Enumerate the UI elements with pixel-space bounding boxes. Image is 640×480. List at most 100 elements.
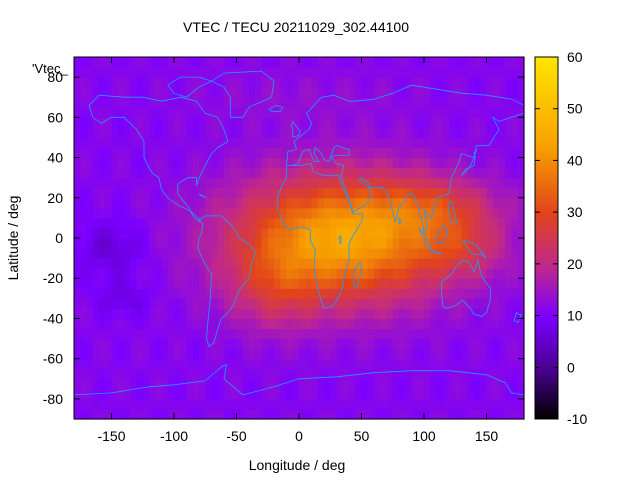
heatmap-cell xyxy=(430,157,438,169)
heatmap-cell xyxy=(74,87,81,98)
heatmap-cell xyxy=(505,398,513,410)
heatmap-cell xyxy=(124,197,131,209)
heatmap-cell xyxy=(174,308,181,320)
heatmap-cell xyxy=(361,248,369,259)
x-axis-label: Longitude / deg xyxy=(249,457,346,473)
heatmap-cell xyxy=(317,288,325,299)
heatmap-cell xyxy=(299,408,306,420)
heatmap-cell xyxy=(230,207,238,219)
heatmap-cell xyxy=(411,67,419,78)
heatmap-cell xyxy=(155,197,163,209)
heatmap-cell xyxy=(205,57,213,68)
heatmap-cell xyxy=(461,328,469,340)
heatmap-cell xyxy=(424,258,431,269)
heatmap-cell xyxy=(149,227,156,239)
heatmap-cell xyxy=(417,238,425,249)
heatmap-cell xyxy=(449,388,456,400)
heatmap-cell xyxy=(224,127,231,139)
heatmap-cell xyxy=(349,368,356,380)
heatmap-cell xyxy=(374,187,381,199)
heatmap-cell xyxy=(211,278,219,289)
heatmap-cell xyxy=(174,117,181,128)
heatmap-cell xyxy=(386,57,394,68)
heatmap-cell xyxy=(274,167,281,179)
heatmap-cell xyxy=(242,87,250,98)
heatmap-cell xyxy=(74,157,81,169)
heatmap-cell xyxy=(167,117,175,128)
heatmap-cell xyxy=(105,388,113,400)
heatmap-cell xyxy=(430,338,438,350)
heatmap-cell xyxy=(205,187,213,199)
heatmap-cell xyxy=(280,388,288,400)
heatmap-cell xyxy=(442,67,450,78)
heatmap-cell xyxy=(386,338,394,350)
heatmap-cell xyxy=(417,137,425,149)
heatmap-cell xyxy=(305,187,313,199)
heatmap-cell xyxy=(236,217,244,229)
heatmap-cell xyxy=(355,298,363,309)
heatmap-cell xyxy=(311,408,319,420)
heatmap-cell xyxy=(199,57,206,68)
heatmap-cell xyxy=(205,97,213,108)
heatmap-cell xyxy=(180,348,188,360)
heatmap-cell xyxy=(374,227,381,239)
heatmap-cell xyxy=(467,57,475,68)
heatmap-cell xyxy=(355,338,363,350)
heatmap-cell xyxy=(499,238,506,249)
heatmap-cell xyxy=(436,97,444,108)
heatmap-cell xyxy=(211,238,219,249)
heatmap-cell xyxy=(149,258,156,269)
heatmap-cell xyxy=(217,388,225,400)
heatmap-cell xyxy=(261,308,269,320)
heatmap-cell xyxy=(467,408,475,420)
heatmap-cell xyxy=(105,197,113,209)
heatmap-cell xyxy=(80,308,88,320)
heatmap-cell xyxy=(399,87,406,98)
heatmap-cell xyxy=(386,398,394,410)
heatmap-cell xyxy=(192,157,200,169)
heatmap-cell xyxy=(80,328,88,340)
heatmap-cell xyxy=(192,368,200,380)
heatmap-cell xyxy=(155,378,163,390)
heatmap-cell xyxy=(180,57,188,68)
heatmap-cell xyxy=(192,97,200,108)
heatmap-cell xyxy=(80,187,88,199)
heatmap-cell xyxy=(486,278,494,289)
heatmap-cell xyxy=(249,127,256,139)
heatmap-cell xyxy=(174,288,181,299)
heatmap-cell xyxy=(324,398,331,410)
heatmap-cell xyxy=(374,298,381,309)
heatmap-cell xyxy=(374,318,381,330)
heatmap-cell xyxy=(155,207,163,219)
heatmap-cell xyxy=(517,368,525,380)
heatmap-cell xyxy=(380,368,388,380)
heatmap-cell xyxy=(211,308,219,320)
heatmap-cell xyxy=(349,338,356,350)
heatmap-cell xyxy=(299,368,306,380)
heatmap-cell xyxy=(274,408,281,420)
heatmap-cell xyxy=(161,278,169,289)
heatmap-cell xyxy=(130,248,138,259)
heatmap-cell xyxy=(74,298,81,309)
heatmap-cell xyxy=(486,368,494,380)
heatmap-cell xyxy=(261,348,269,360)
heatmap-cell xyxy=(199,207,206,219)
heatmap-cell xyxy=(342,288,350,299)
heatmap-cell xyxy=(349,157,356,169)
heatmap-cell xyxy=(261,328,269,340)
heatmap-cell xyxy=(186,358,194,370)
heatmap-cell xyxy=(99,318,106,330)
heatmap-cell xyxy=(330,217,338,229)
heatmap-cell xyxy=(180,288,188,299)
heatmap-cell xyxy=(286,77,294,88)
heatmap-cell xyxy=(99,268,106,279)
heatmap-cell xyxy=(80,77,88,88)
heatmap-cell xyxy=(374,278,381,289)
heatmap-cell xyxy=(317,107,325,118)
heatmap-cell xyxy=(367,217,375,229)
heatmap-cell xyxy=(386,388,394,400)
heatmap-cell xyxy=(517,338,525,350)
heatmap-cell xyxy=(517,278,525,289)
heatmap-cell xyxy=(467,398,475,410)
heatmap-cell xyxy=(199,258,206,269)
